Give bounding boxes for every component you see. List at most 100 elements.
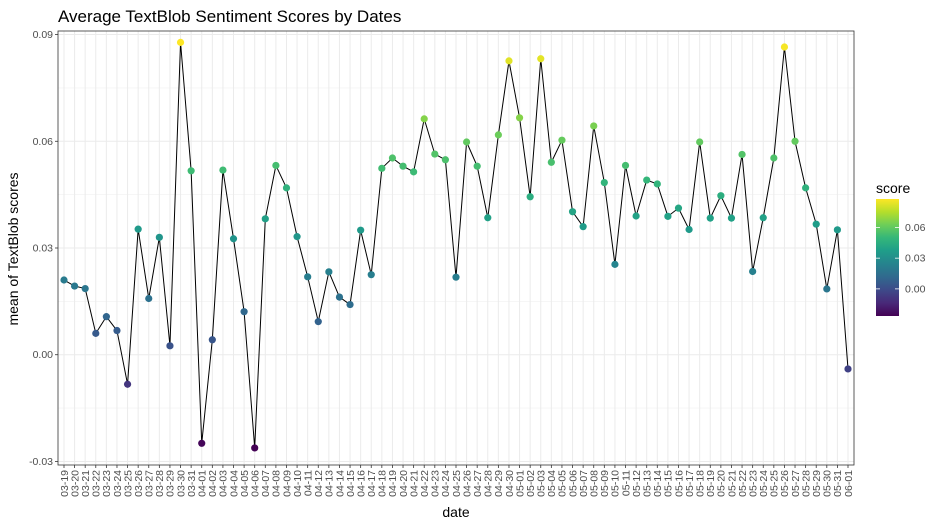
x-tick-label: 05-31: [832, 470, 844, 497]
y-axis-title: mean of TextBlob scores: [5, 172, 21, 325]
data-point: [378, 164, 386, 172]
x-tick-label: 05-27: [790, 470, 802, 497]
x-tick-label: 04-23: [430, 470, 442, 497]
x-tick-label: 05-14: [652, 470, 664, 497]
data-point: [717, 192, 725, 200]
data-point: [802, 184, 810, 192]
x-tick-label: 04-16: [355, 470, 367, 497]
data-point: [304, 273, 312, 281]
data-point: [410, 168, 418, 176]
data-point: [272, 161, 280, 170]
data-point: [240, 308, 248, 316]
x-tick-label: 04-24: [440, 470, 452, 497]
x-tick-label: 03-19: [59, 470, 71, 497]
y-tick-label: -0.03: [29, 456, 53, 468]
data-point: [431, 150, 439, 158]
x-tick-label: 03-29: [165, 470, 177, 497]
data-point: [155, 233, 163, 241]
data-point: [770, 154, 778, 162]
x-tick-label: 05-26: [779, 470, 791, 497]
x-tick-label: 04-05: [239, 470, 251, 497]
x-tick-label: 04-14: [334, 470, 346, 497]
data-point: [462, 138, 471, 146]
data-point: [791, 137, 799, 145]
x-tick-label: 05-18: [694, 470, 706, 497]
color-legend: score 0.00 0.03 0.06: [876, 180, 926, 316]
data-point: [388, 154, 397, 162]
data-point: [60, 276, 68, 284]
data-point: [357, 226, 365, 234]
data-point: [515, 114, 524, 122]
data-point: [494, 131, 502, 139]
data-point: [600, 178, 608, 187]
data-point: [335, 293, 344, 301]
data-point: [537, 55, 545, 63]
y-axis: -0.03 0.00 0.03 0.06 0.09: [29, 29, 58, 468]
data-point: [568, 208, 577, 216]
data-point: [653, 180, 661, 188]
data-point: [621, 161, 630, 170]
data-point: [123, 380, 132, 388]
chart-title: Average TextBlob Sentiment Scores by Dat…: [58, 7, 401, 26]
x-tick-label: 05-13: [642, 470, 654, 497]
data-point: [293, 233, 301, 241]
data-point: [812, 220, 820, 228]
x-tick-label: 03-31: [186, 470, 198, 497]
x-tick-label: 04-27: [472, 470, 484, 497]
y-tick-label: 0.03: [33, 243, 54, 255]
data-point: [558, 136, 566, 144]
x-tick-label: 04-11: [302, 470, 314, 496]
x-axis: 03-1903-2003-2103-2203-2303-2403-2503-26…: [59, 465, 855, 497]
data-point: [219, 166, 227, 174]
x-tick-label: 05-15: [663, 470, 675, 497]
x-tick-label: 03-25: [122, 470, 134, 497]
x-tick-label: 04-18: [377, 470, 389, 497]
x-tick-label: 05-28: [800, 470, 812, 497]
data-point: [187, 167, 195, 175]
data-point: [844, 365, 852, 373]
data-point: [70, 282, 79, 290]
x-tick-label: 05-09: [599, 470, 611, 497]
x-tick-label: 04-30: [504, 470, 516, 497]
data-point: [420, 115, 428, 123]
x-tick-label: 05-01: [514, 470, 526, 497]
data-point: [314, 318, 322, 326]
x-tick-label: 05-24: [758, 470, 770, 497]
x-tick-label: 05-05: [557, 470, 569, 497]
x-tick-label: 05-21: [726, 470, 738, 497]
x-tick-label: 04-08: [271, 470, 283, 497]
x-tick-label: 04-12: [313, 470, 325, 497]
data-point: [749, 267, 757, 276]
x-axis-title: date: [442, 504, 469, 520]
x-tick-label: 04-17: [366, 470, 378, 497]
data-point: [643, 176, 651, 184]
x-tick-label: 04-22: [419, 470, 431, 497]
x-tick-label: 05-03: [536, 470, 548, 497]
x-tick-label: 04-15: [345, 470, 357, 497]
data-point: [452, 273, 460, 281]
data-point: [261, 215, 269, 223]
legend-title: score: [876, 180, 910, 196]
legend-ticks: 0.00 0.03 0.06: [876, 222, 926, 295]
data-point: [759, 214, 767, 222]
x-tick-label: 04-26: [461, 470, 473, 497]
x-tick-label: 04-02: [207, 470, 219, 497]
data-point: [674, 204, 683, 212]
x-tick-label: 03-23: [101, 470, 113, 497]
x-tick-label: 05-11: [620, 470, 632, 496]
data-point: [526, 193, 534, 201]
x-tick-label: 05-23: [747, 470, 759, 497]
data-point: [176, 38, 185, 46]
data-point: [547, 158, 555, 166]
data-point: [833, 226, 842, 234]
data-point: [706, 214, 714, 222]
x-tick-label: 04-03: [218, 470, 230, 497]
data-point: [251, 444, 259, 452]
x-tick-label: 04-09: [281, 470, 293, 497]
data-point: [823, 285, 831, 293]
data-point: [738, 150, 746, 159]
x-tick-label: 04-20: [398, 470, 410, 497]
x-tick-label: 05-04: [546, 470, 558, 497]
x-tick-label: 05-02: [525, 470, 537, 497]
x-tick-label: 04-28: [483, 470, 495, 497]
